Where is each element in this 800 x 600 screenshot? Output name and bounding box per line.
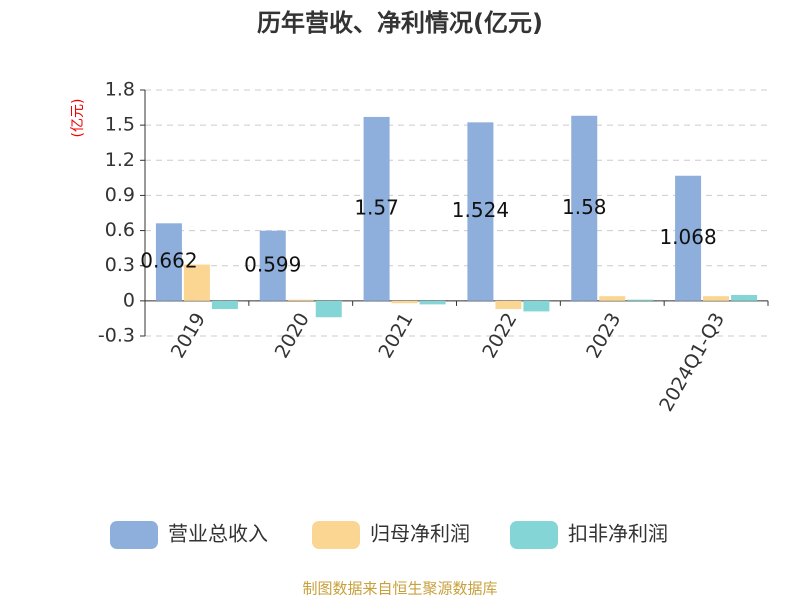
data-label: 1.58	[562, 195, 607, 219]
bar	[391, 300, 418, 304]
data-label: 0.662	[140, 249, 197, 273]
legend-swatch	[110, 521, 158, 549]
bar	[183, 264, 210, 301]
x-tick-label: 2024Q1-Q3	[655, 309, 729, 415]
y-tick-label: 0.9	[105, 184, 135, 206]
bar	[259, 230, 286, 301]
data-label: 1.57	[354, 195, 399, 219]
y-tick-label: 0.3	[105, 254, 135, 276]
data-label: 1.068	[659, 225, 716, 249]
legend-label: 归母净利润	[370, 522, 470, 546]
bar	[287, 299, 314, 301]
bar	[675, 175, 702, 301]
y-tick-label: 0	[123, 289, 135, 311]
bar	[419, 300, 446, 305]
bar	[211, 300, 238, 310]
x-tick-label: 2022	[478, 309, 521, 362]
bar	[703, 296, 730, 301]
y-tick-label: 1.8	[105, 79, 135, 101]
bar	[363, 116, 390, 301]
bar	[599, 296, 626, 301]
bar	[523, 300, 550, 312]
legend-swatch	[312, 521, 360, 549]
bar	[731, 295, 758, 301]
legend-label: 扣非净利润	[568, 522, 668, 546]
bar	[495, 300, 522, 310]
bar	[155, 223, 182, 301]
source-note: 制图数据来自恒生聚源数据库	[302, 580, 497, 598]
bar	[571, 115, 598, 301]
y-tick-label: 1.5	[105, 114, 135, 136]
legend-swatch	[510, 521, 558, 549]
bar	[627, 299, 654, 301]
data-label: 0.599	[244, 252, 301, 276]
data-label: 1.524	[452, 198, 509, 222]
bar	[315, 300, 342, 318]
y-tick-label: -0.3	[98, 325, 135, 347]
y-tick-label: 1.2	[105, 149, 135, 171]
y-tick-label: 0.6	[105, 219, 135, 241]
legend-label: 营业总收入	[168, 522, 268, 546]
bar	[467, 122, 494, 301]
y-axis-label: (亿元)	[70, 99, 86, 138]
chart-title: 历年营收、净利情况(亿元)	[257, 9, 543, 37]
